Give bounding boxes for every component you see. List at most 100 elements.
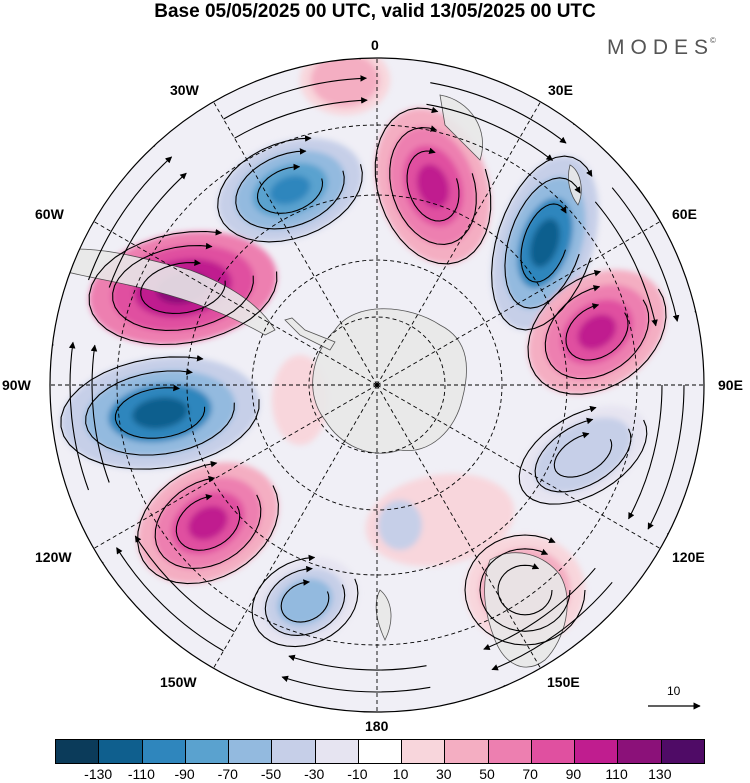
colorbar-swatch (358, 740, 403, 763)
colorbar-swatch (488, 740, 532, 763)
streamline (491, 155, 593, 331)
streamline (108, 172, 187, 288)
streamline (88, 229, 278, 346)
streamline (68, 341, 90, 491)
colorbar-swatch (229, 740, 273, 763)
latitude-circle (251, 259, 503, 511)
colorbar-tick-label: 50 (479, 766, 495, 782)
anomaly-contour (188, 506, 228, 540)
colorbar-swatch (56, 740, 100, 763)
streamline (374, 106, 492, 265)
longitude-label-30e: 30E (548, 82, 573, 98)
reference-vector-label: 10 (667, 684, 681, 698)
streamline (134, 535, 235, 633)
longitude-label-120w: 120W (35, 549, 72, 565)
anomaly-contour (577, 314, 617, 350)
map-border (49, 57, 705, 713)
meridian-line (376, 384, 664, 551)
anomaly-contour (378, 500, 422, 550)
colorbar-swatch (531, 740, 576, 763)
latitude-circle (308, 316, 446, 454)
streamline (518, 405, 648, 505)
colorbar-swatch (142, 740, 186, 763)
longitude-label-90w: 90W (2, 377, 31, 393)
streamline (60, 354, 260, 470)
longitude-label-60w: 60W (35, 206, 64, 222)
colorbar-tick-label: -90 (174, 766, 195, 782)
map-disk (50, 58, 704, 712)
streamline (217, 135, 363, 243)
colorbar-tick-label: 90 (565, 766, 582, 782)
longitude-label-0: 0 (371, 37, 379, 53)
colorbar-swatch (402, 740, 446, 763)
streamline (175, 493, 241, 551)
colorbar-tick-label: -110 (127, 766, 155, 782)
streamline (520, 203, 567, 283)
longitude-label-120e: 120E (672, 549, 705, 565)
streamline (527, 269, 667, 395)
colorbar-tick-label: -30 (304, 766, 325, 782)
colorbar-tick-label: -130 (84, 766, 113, 782)
colorbar-swatch (272, 740, 316, 763)
streamline (140, 259, 226, 314)
colorbar-tick-label: 110 (605, 766, 628, 782)
anomaly-contour (132, 397, 188, 429)
anomaly-contour (269, 175, 311, 205)
colorbar-tick-label: 10 (392, 766, 409, 782)
streamline (611, 187, 680, 322)
streamline (87, 156, 173, 281)
graticule (50, 58, 704, 712)
colorbar (55, 739, 705, 764)
meridian-line (90, 384, 378, 551)
continents (59, 94, 582, 668)
meridian-line (376, 219, 664, 386)
australia-landmass (484, 552, 568, 668)
streamline (90, 344, 110, 483)
antarctic-peninsula (284, 317, 336, 351)
streamline (479, 548, 571, 632)
longitude-label-180: 180 (365, 718, 389, 734)
colorbar-tick-label: -50 (260, 766, 282, 782)
africa-tip (439, 94, 483, 161)
colorbar-tick-label: 130 (648, 766, 672, 782)
streamline (426, 103, 554, 161)
streamline (288, 654, 427, 671)
meridian-line (211, 384, 378, 672)
streamline (235, 148, 345, 230)
streamline (256, 163, 324, 214)
streamline (264, 565, 346, 636)
longitude-label-150w: 150W (160, 674, 197, 690)
anomaly-contour (530, 218, 560, 268)
streamline (647, 384, 685, 530)
streamline (281, 675, 431, 693)
streamline (154, 475, 262, 569)
streamline (430, 82, 567, 144)
streamline (389, 125, 477, 245)
streamline (223, 75, 367, 120)
streamline (483, 567, 596, 651)
anomaly-contour (277, 578, 333, 626)
colorbar-swatch (315, 740, 359, 763)
new-zealand (375, 589, 392, 641)
map-title: Base 05/05/2025 00 UTC, valid 13/05/2025… (154, 1, 596, 22)
streamline (85, 368, 235, 456)
colorbar-swatch (661, 740, 704, 763)
streamline (406, 147, 460, 222)
pole-marker (375, 383, 379, 387)
colorbar-labels: -130 -110 -90 -70 -50 -30 -10 10 30 50 70 90 110 130 (0, 766, 750, 782)
streamline (497, 563, 553, 616)
antarctica-landmass (312, 308, 467, 454)
anomaly-contour (416, 164, 450, 208)
longitude-label-30w: 30W (170, 82, 199, 98)
streamline (553, 432, 613, 478)
streamline (280, 579, 330, 623)
longitude-label-90e: 90E (718, 377, 743, 393)
meridian-line (90, 219, 378, 386)
meridian-line (376, 98, 543, 386)
colorbar-swatch (575, 740, 619, 763)
streamline (234, 97, 368, 139)
colorbar-tick-label: 70 (522, 766, 538, 782)
streamline (112, 242, 254, 331)
streamline (594, 201, 658, 327)
streamline (628, 384, 663, 520)
